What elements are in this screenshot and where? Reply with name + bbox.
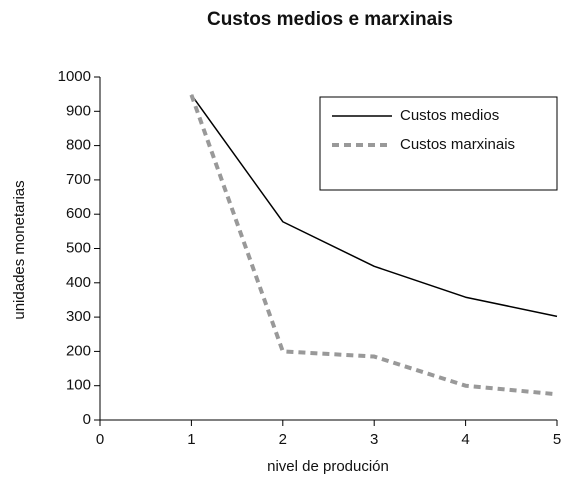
x-axis-label: nivel de produción xyxy=(267,458,389,475)
y-tick-label: 300 xyxy=(66,308,91,325)
y-axis-label: unidades monetarias xyxy=(11,180,28,319)
y-tick-label: 900 xyxy=(66,102,91,119)
y-tick-label: 400 xyxy=(66,274,91,291)
y-tick-label: 1000 xyxy=(58,68,91,85)
y-tick-label: 600 xyxy=(66,205,91,222)
x-tick-label: 0 xyxy=(96,431,104,448)
y-tick-label: 100 xyxy=(66,377,91,394)
legend-label: Custos marxinais xyxy=(400,136,515,153)
legend-label: Custos medios xyxy=(400,107,499,124)
y-tick-label: 500 xyxy=(66,239,91,256)
series-line xyxy=(190,94,558,318)
y-tick-label: 200 xyxy=(66,342,91,359)
y-tick-label: 700 xyxy=(66,171,91,188)
x-tick-label: 3 xyxy=(370,431,378,448)
x-tick-label: 4 xyxy=(461,431,469,448)
y-tick-label: 0 xyxy=(83,411,91,428)
x-tick-label: 2 xyxy=(279,431,287,448)
x-tick-label: 5 xyxy=(553,431,561,448)
chart-title: Custos medios e marxinais xyxy=(207,9,453,30)
y-tick-label: 800 xyxy=(66,137,91,154)
series-line xyxy=(189,94,558,397)
x-tick-label: 1 xyxy=(187,431,195,448)
